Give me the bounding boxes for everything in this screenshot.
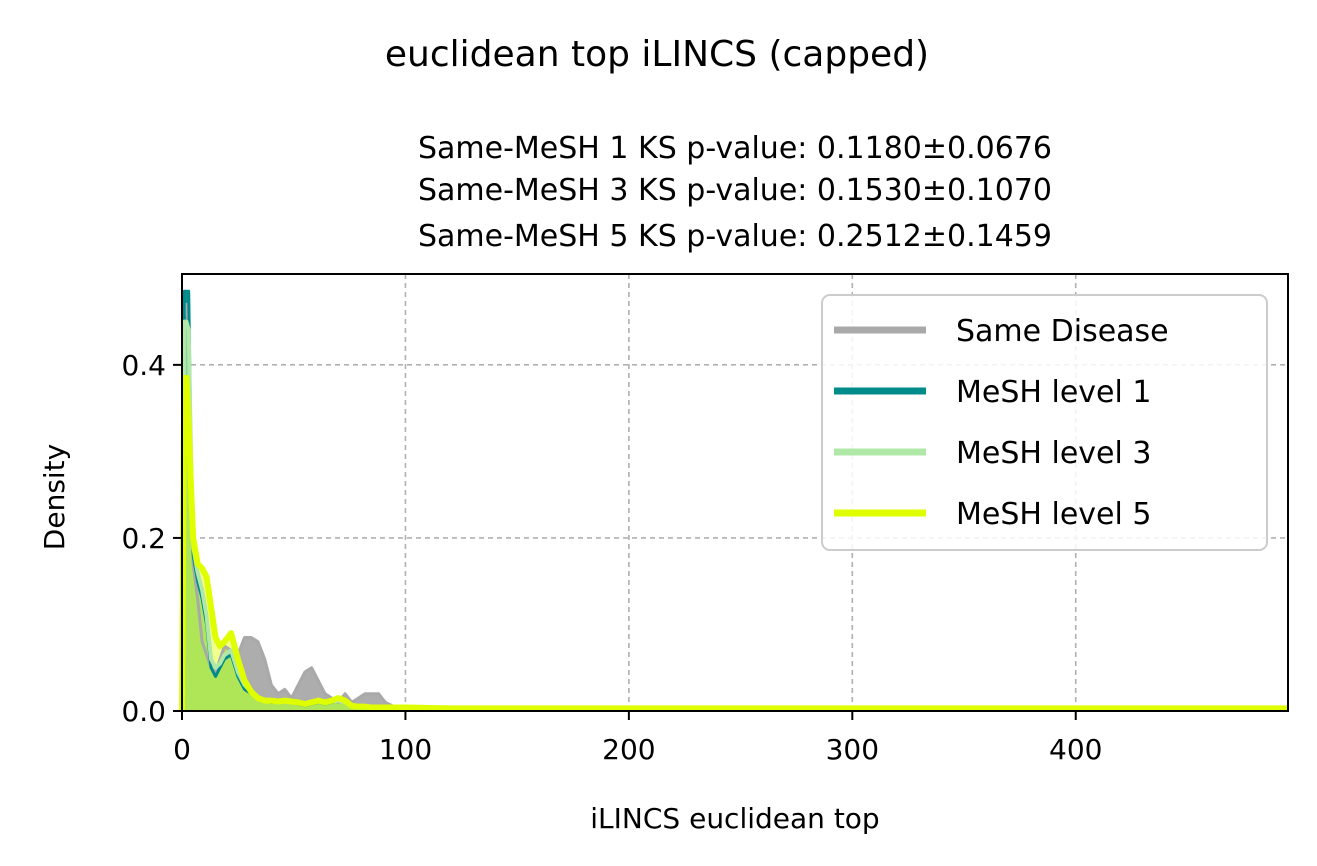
y-tick-label-2: 0.4 <box>121 349 166 382</box>
legend-label-0: Same Disease <box>956 314 1169 349</box>
x-tick-label-3: 300 <box>826 733 879 766</box>
legend-label-1: MeSH level 1 <box>956 375 1151 410</box>
x-tick-label-1: 100 <box>379 733 432 766</box>
plot-frame <box>181 273 1289 712</box>
legend-frame <box>821 294 1268 551</box>
legend-label-3: MeSH level 5 <box>956 497 1151 532</box>
x-tick-label-0: 0 <box>173 733 191 766</box>
legend-label-2: MeSH level 3 <box>956 436 1151 471</box>
subtitle-line-3: Same-MeSH 5 KS p-value: 0.2512±0.1459 <box>418 219 1052 254</box>
x-tick-label-2: 200 <box>602 733 655 766</box>
axis-ticks: 0 100 200 300 400 0.0 0.2 0.4 <box>121 349 1102 766</box>
density-lines <box>179 289 1288 712</box>
y-tick-label-0: 0.0 <box>121 695 166 728</box>
x-axis-label: iLINCS euclidean top <box>590 802 879 835</box>
x-tick-label-4: 400 <box>1049 733 1102 766</box>
figure-title: euclidean top iLINCS (capped) <box>385 34 929 75</box>
subtitle-line-2: Same-MeSH 3 KS p-value: 0.1530±0.1070 <box>418 173 1052 208</box>
series-line-3 <box>179 374 1288 712</box>
y-axis-label: Density <box>38 444 71 550</box>
subtitle-line-1: Same-MeSH 1 KS p-value: 0.1180±0.0676 <box>418 131 1052 166</box>
y-tick-label-1: 0.2 <box>121 522 166 555</box>
legend: Same Disease MeSH level 1 MeSH level 3 MeSH… <box>821 294 1268 551</box>
